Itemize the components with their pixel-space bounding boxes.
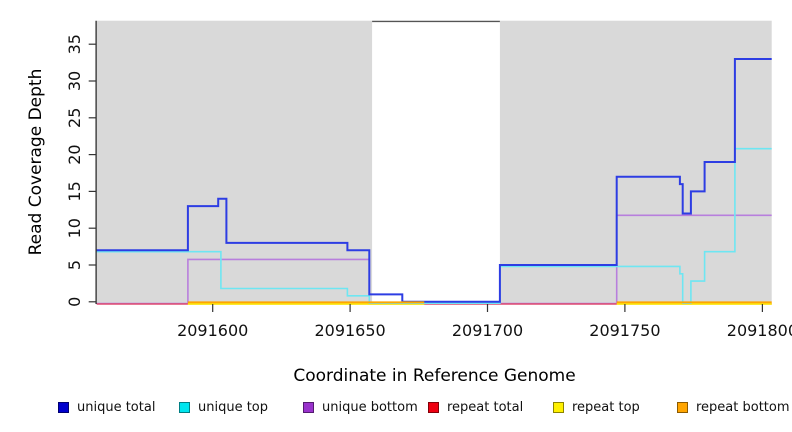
legend-swatch-repeat-bottom bbox=[677, 401, 688, 413]
x-axis-title: Coordinate in Reference Genome bbox=[293, 366, 576, 386]
y-tick-label: 30 bbox=[65, 71, 84, 91]
y-tick-label: 15 bbox=[65, 181, 84, 201]
legend-label: unique top bbox=[198, 399, 269, 415]
x-tick-label: 2091750 bbox=[589, 321, 660, 340]
series-line-unique-total bbox=[96, 58, 772, 303]
y-tick-label: 5 bbox=[65, 260, 84, 270]
legend-label: repeat total bbox=[447, 399, 524, 415]
legend: unique total unique top unique bottom repea… bbox=[0, 397, 792, 421]
legend-swatch-unique-bottom bbox=[303, 401, 314, 413]
background-regions bbox=[96, 20, 772, 304]
legend-label: repeat bottom bbox=[696, 399, 790, 415]
series-lines bbox=[96, 58, 772, 305]
legend-label: unique total bbox=[77, 399, 156, 415]
y-tick-label: 10 bbox=[65, 218, 84, 238]
x-tick-label: 2091600 bbox=[177, 321, 248, 340]
legend-item-repeat-bottom: repeat bottom bbox=[677, 397, 790, 417]
y-tick-label: 35 bbox=[65, 34, 84, 54]
legend-item-unique-total: unique total bbox=[58, 397, 155, 417]
legend-label: repeat top bbox=[572, 399, 640, 415]
axes: 0 5 10 15 20 25 30 35 2091600 2091650 2091700 20917… bbox=[65, 20, 792, 340]
y-tick-label: 20 bbox=[65, 144, 84, 164]
covered-region bbox=[96, 20, 373, 304]
y-tick-label: 0 bbox=[65, 297, 84, 307]
legend-swatch-repeat-total bbox=[428, 401, 439, 413]
series-line-unique-top bbox=[96, 147, 772, 304]
legend-swatch-repeat-top bbox=[553, 401, 564, 413]
x-tick-label: 2091800 bbox=[727, 321, 792, 340]
legend-swatch-unique-top bbox=[179, 401, 190, 413]
x-tick-label: 2091700 bbox=[452, 321, 523, 340]
legend-item-unique-top: unique top bbox=[179, 397, 268, 417]
legend-item-repeat-total: repeat total bbox=[428, 397, 523, 417]
x-tick-label: 2091650 bbox=[314, 321, 385, 340]
y-tick-label: 25 bbox=[65, 108, 84, 128]
legend-item-unique-bottom: unique bottom bbox=[303, 397, 418, 417]
legend-item-repeat-top: repeat top bbox=[553, 397, 640, 417]
legend-swatch-unique-total bbox=[58, 401, 69, 413]
legend-label: unique bottom bbox=[322, 399, 418, 415]
y-axis-title: Read Coverage Depth bbox=[26, 68, 46, 256]
